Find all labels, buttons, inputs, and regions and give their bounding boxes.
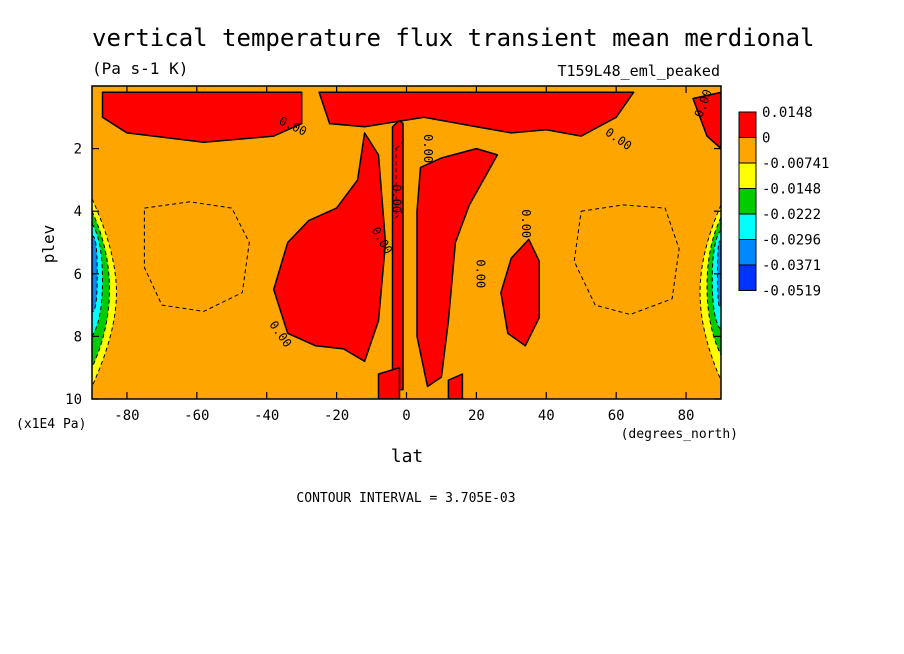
contour-label: 0.00 [473, 259, 487, 288]
units-label: (Pa s-1 K) [92, 59, 188, 78]
region-positive-bottom-south [377, 366, 401, 399]
dashed-contour-0 [143, 201, 250, 312]
region-positive-upper-pole [692, 91, 721, 150]
colorbar-swatch [738, 162, 757, 189]
region-positive-upper-south [101, 91, 303, 144]
x-tick-label: -80 [114, 408, 139, 424]
dataset-label: T159L48_eml_peaked [557, 62, 720, 80]
contour-interval-label: CONTOUR INTERVAL = 3.705E-03 [296, 491, 515, 506]
colorbar-level-label: 0.0148 [762, 105, 813, 121]
colorbar-level-label: -0.0148 [762, 182, 821, 198]
x-tick-label: 80 [678, 408, 695, 424]
x-tick-label: 0 [402, 408, 410, 424]
colorbar: 0.0148 0 -0.00741 -0.0148 -0.0222 -0.0296 -0.0… [738, 105, 829, 300]
colorbar-swatch [738, 264, 757, 291]
region-positive-bottom-north [447, 373, 464, 399]
colorbar-swatch [738, 213, 757, 240]
y-tick-label: 8 [74, 329, 82, 345]
colorbar-swatch [738, 111, 757, 138]
contour-label: 0.00 [390, 184, 404, 213]
colorbar-level-label: -0.0296 [762, 233, 821, 249]
contour-label: 0.00 [519, 209, 533, 238]
colorbar-swatch [738, 137, 757, 164]
colorbar-swatch [738, 239, 757, 266]
x-tick-label: -20 [324, 408, 349, 424]
x-tick-label: 60 [608, 408, 625, 424]
y-axis-label: plev [39, 225, 58, 264]
x-units-label: (degrees_north) [621, 427, 738, 442]
y-axis: 2 4 6 8 10 [65, 142, 721, 408]
colorbar-level-label: 0 [762, 131, 770, 147]
x-tick-label: 20 [468, 408, 485, 424]
colorbar-level-label: -0.0222 [762, 207, 821, 223]
region-positive-equator-column [391, 119, 404, 391]
x-tick-label: 40 [538, 408, 555, 424]
region-positive-upper-north [318, 91, 635, 137]
y-tick-label: 4 [74, 204, 82, 220]
dashed-contour-1 [573, 204, 680, 316]
x-tick-label: -60 [184, 408, 209, 424]
region-positive-north-blob [500, 238, 541, 347]
y-units-label: (x1E4 Pa) [16, 417, 86, 432]
colorbar-swatch [738, 188, 757, 215]
chart-title: vertical temperature flux transient mean… [92, 24, 814, 52]
x-axis: -80 -60 -40 -20 0 20 40 60 80 [114, 86, 694, 424]
dashed-contour-2 [395, 141, 404, 219]
colorbar-level-label: -0.0519 [762, 284, 821, 300]
contour-label: 0.00 [421, 134, 435, 163]
region-positive-north-tongue [416, 147, 499, 388]
region-positive-south-tongue [272, 132, 387, 363]
colorbar-level-label: -0.00741 [762, 156, 829, 172]
x-axis-label: lat [391, 446, 424, 467]
y-tick-label: 6 [74, 267, 82, 283]
plot-area [92, 86, 721, 399]
colorbar-level-label: -0.0371 [762, 258, 821, 274]
y-tick-label: 10 [65, 392, 82, 408]
y-tick-label: 2 [74, 142, 82, 158]
x-tick-label: -40 [254, 408, 279, 424]
